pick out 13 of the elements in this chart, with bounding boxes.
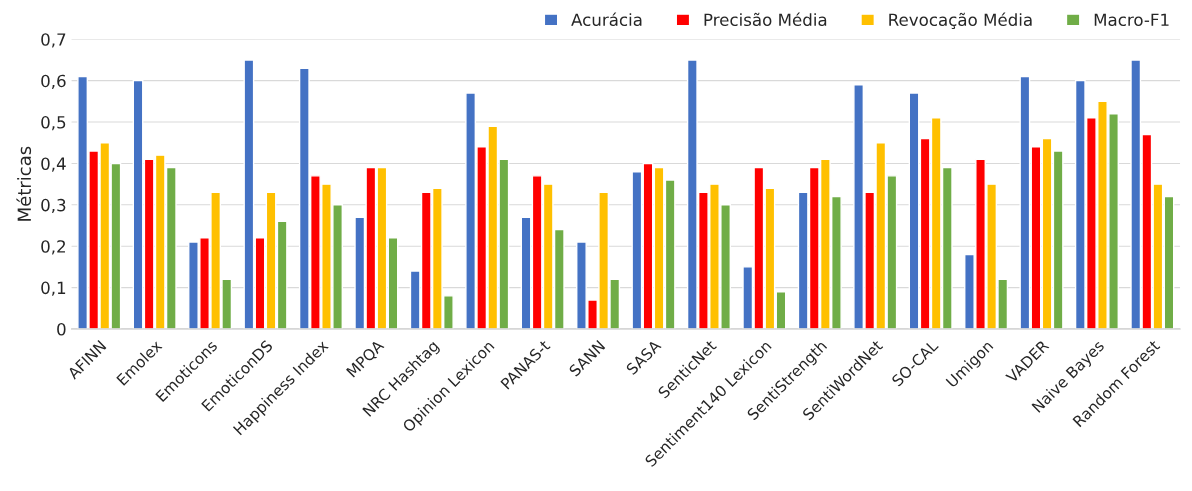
y-axis-title: Métricas xyxy=(16,146,32,221)
y-tick-label: 0,1 xyxy=(41,281,66,296)
y-tick-label: 0,3 xyxy=(41,198,66,214)
legend-label: Acurácia xyxy=(571,12,642,27)
legend-label: Revocação Média xyxy=(889,12,1032,30)
y-tick-label: 0,5 xyxy=(41,116,66,131)
y-tick-label: 0,2 xyxy=(41,240,65,255)
y-tick-label: 0,4 xyxy=(41,157,66,172)
y-tick-label: 0 xyxy=(57,322,66,336)
legend-label: Precisão Média xyxy=(704,12,827,27)
legend-label: Macro-F1 xyxy=(1094,13,1169,27)
y-tick-label: 0,7 xyxy=(41,33,66,48)
y-tick-label: 0,6 xyxy=(41,74,66,89)
